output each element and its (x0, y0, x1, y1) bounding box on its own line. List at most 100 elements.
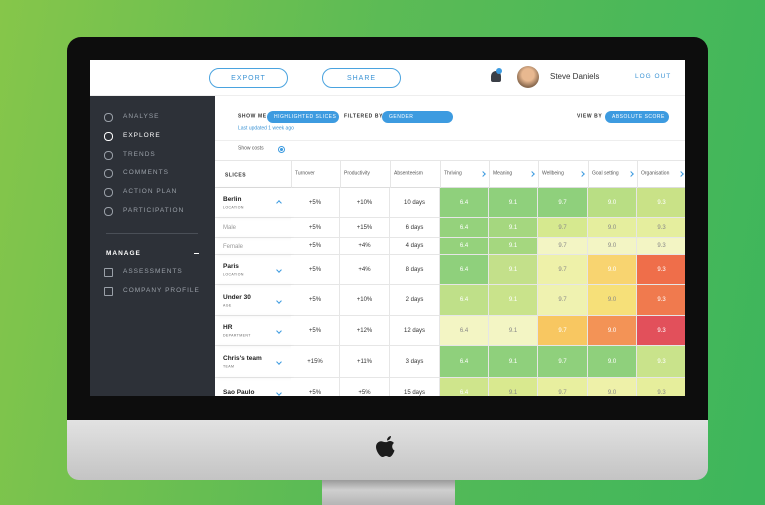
nav-item[interactable]: ANALYSE (123, 112, 160, 120)
table-cell: +5% (291, 238, 340, 255)
nav-icon (104, 150, 113, 160)
column-header[interactable]: Organisation (641, 170, 670, 177)
row-name: HR (223, 323, 233, 331)
nav-icon (104, 287, 113, 296)
column-divider (489, 160, 490, 188)
collapse-icon[interactable] (194, 253, 199, 254)
table-cell: 6.4 (440, 218, 489, 238)
row-category: LOCATION (223, 205, 244, 210)
table-cell: +4% (340, 238, 390, 255)
toggle[interactable] (278, 146, 285, 153)
table-cell: 6.4 (440, 285, 489, 316)
table-cell: 9.3 (637, 218, 685, 238)
row-name-cell (215, 255, 291, 285)
divider (106, 233, 198, 234)
table-cell: 12 days (390, 316, 440, 346)
column-divider (340, 160, 341, 188)
table-cell: 9.7 (538, 238, 588, 255)
column-header[interactable]: Meaning (493, 170, 513, 177)
column-divider (637, 160, 638, 188)
monitor-stand (322, 480, 455, 505)
column-divider (588, 160, 589, 188)
table-cell: 4 days (390, 238, 440, 255)
row-category: LOCATION (223, 272, 244, 277)
table-cell: +5% (291, 378, 340, 396)
column-header[interactable]: Goal setting (592, 170, 619, 177)
table-cell: +10% (340, 188, 390, 218)
nav-icon (104, 207, 113, 216)
table-cell: 9.0 (588, 255, 637, 285)
table-cell: +5% (291, 218, 340, 238)
dropdown[interactable]: GENDER (382, 111, 453, 123)
column-header[interactable]: Absenteeism (394, 170, 423, 177)
nav-item[interactable]: TRENDS (123, 150, 156, 158)
table-cell: +4% (340, 255, 390, 285)
notification-bell[interactable] (491, 71, 501, 82)
nav-item[interactable]: EXPLORE (123, 131, 161, 139)
nav-icon (104, 188, 113, 198)
table-cell: 9.3 (637, 188, 685, 218)
nav-item[interactable]: COMMENTS (123, 169, 169, 177)
logout-link[interactable]: LOG OUT (635, 72, 672, 80)
nav-item[interactable]: ACTION PLAN (123, 187, 178, 195)
divider (215, 140, 685, 141)
nav-item[interactable]: ASSESSMENTS (123, 267, 183, 275)
table-cell: 3 days (390, 346, 440, 378)
dropdown[interactable]: ABSOLUTE SCORE (605, 111, 669, 123)
table-cell: 9.7 (538, 378, 588, 396)
nav-icon (104, 268, 113, 277)
table-cell: 9.3 (637, 346, 685, 378)
avatar (517, 66, 539, 88)
column-divider (291, 160, 292, 188)
table-cell: 9.1 (489, 346, 538, 378)
table-header (215, 160, 685, 188)
table-cell: +15% (340, 218, 390, 238)
table-cell: 6.4 (440, 346, 489, 378)
table-cell: 9.7 (538, 285, 588, 316)
monitor-chin (67, 420, 708, 480)
column-header[interactable]: Productivity (344, 170, 370, 177)
header-button[interactable]: SHARE (322, 68, 401, 88)
row-name-cell (215, 218, 291, 238)
table-cell: +15% (291, 346, 340, 378)
table-cell: 6 days (390, 218, 440, 238)
table-cell: 6.4 (440, 188, 489, 218)
table-cell: 9.0 (588, 285, 637, 316)
screen: EXPORT SHARE Steve Daniels LOG OUT ANALYSE EX… (90, 60, 685, 396)
dropdown[interactable]: HIGHLIGHTED SLICES (267, 111, 339, 123)
table-cell: +12% (340, 316, 390, 346)
table-cell: 9.3 (637, 255, 685, 285)
table-cell: +5% (291, 255, 340, 285)
column-header[interactable]: Thriving (444, 170, 462, 177)
column-divider (538, 160, 539, 188)
table-cell: 9.1 (489, 238, 538, 255)
row-category: DEPARTMENT (223, 333, 251, 338)
table-cell: 9.7 (538, 255, 588, 285)
column-divider (440, 160, 441, 188)
filter-label: FILTERED BY (344, 113, 384, 120)
header-button[interactable]: EXPORT (209, 68, 288, 88)
table-cell: 6.4 (440, 316, 489, 346)
table-cell: 9.0 (588, 218, 637, 238)
row-name: Female (223, 243, 244, 250)
table-cell: 9.1 (489, 316, 538, 346)
filter-label: SHOW ME (238, 113, 267, 120)
table-cell: 9.3 (637, 238, 685, 255)
table-cell: 9.7 (538, 188, 588, 218)
sidebar (90, 96, 215, 396)
nav-item[interactable]: COMPANY PROFILE (123, 286, 200, 294)
table-cell: 15 days (390, 378, 440, 396)
row-category: TEAM (223, 364, 235, 369)
table-cell: 9.1 (489, 378, 538, 396)
row-name: Male (223, 225, 237, 231)
table-cell: 9.0 (588, 316, 637, 346)
table-cell: 9.1 (489, 218, 538, 238)
filter-label: VIEW BY (577, 113, 603, 120)
column-header[interactable]: Turnover (295, 170, 315, 177)
table-cell: 9.3 (637, 316, 685, 346)
column-header[interactable]: Wellbeing (542, 170, 564, 177)
nav-item[interactable]: PARTICIPATION (123, 206, 185, 214)
table-cell: 10 days (390, 188, 440, 218)
row-name: Sao Paulo (223, 388, 255, 396)
section-title: MANAGE (106, 249, 141, 257)
